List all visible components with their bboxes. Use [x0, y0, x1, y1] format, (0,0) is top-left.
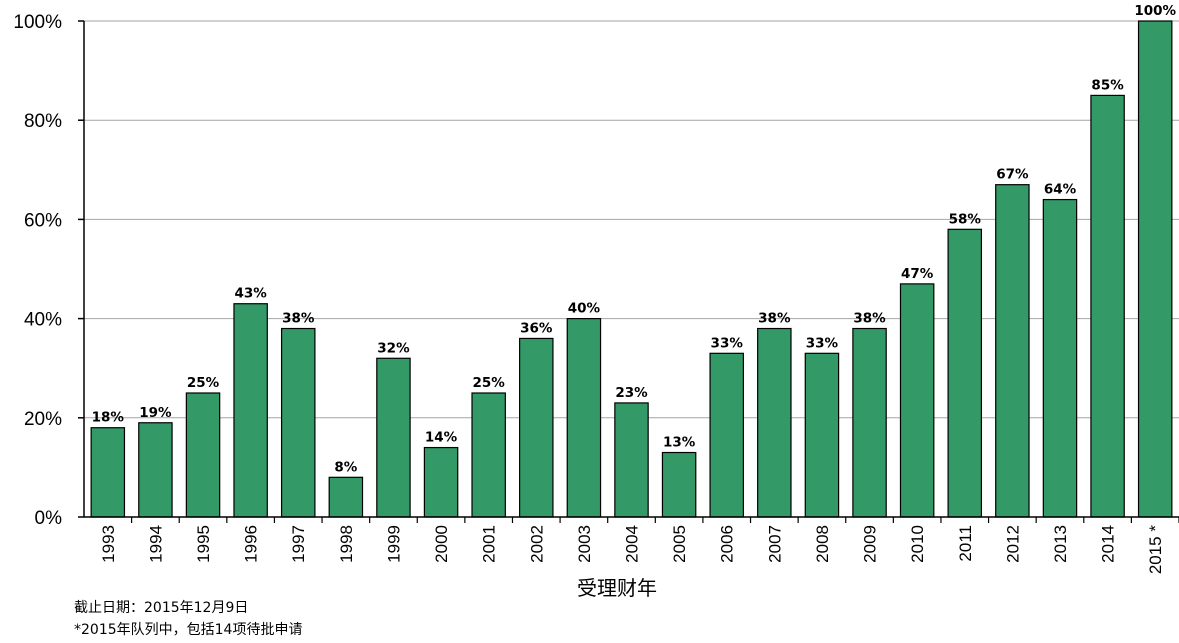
bars — [90, 20, 1173, 518]
x-tick-label: 2005 — [670, 525, 689, 563]
bar — [471, 392, 506, 518]
data-labels: 18% 19% 25% 43% 38% 8% 32% 14% 25% 36% 40% 23% 13% 33… — [92, 3, 1177, 475]
x-tick-label: 1997 — [289, 525, 308, 563]
y-tick-label: 40% — [24, 310, 62, 331]
bar — [566, 318, 602, 518]
y-tick-label: 0% — [35, 508, 63, 529]
bar — [423, 446, 459, 518]
x-tick-label: 2011 — [956, 525, 975, 562]
bar — [1042, 198, 1078, 518]
data-label: 19% — [139, 405, 172, 421]
x-tick-label: 1994 — [146, 525, 165, 563]
bar — [185, 392, 221, 518]
bar — [661, 451, 697, 518]
x-tick-label: 2007 — [765, 525, 784, 563]
y-tick-label: 100% — [13, 12, 62, 33]
bar — [709, 352, 744, 518]
cutoff-date-note: 截止日期：2015年12月9日 — [74, 600, 249, 616]
x-tick-label: 2010 — [908, 525, 927, 563]
x-tick-label: 1993 — [99, 525, 118, 563]
data-label: 23% — [615, 385, 648, 401]
x-tick-label: 2014 — [1099, 525, 1118, 563]
bar — [519, 337, 554, 518]
x-tick-label: 2012 — [1003, 525, 1022, 563]
x-tick-label: 2002 — [527, 525, 546, 563]
x-tick-label: 2009 — [861, 525, 880, 563]
data-label: 13% — [663, 435, 696, 451]
bar — [614, 402, 649, 518]
data-label: 25% — [187, 375, 220, 391]
x-tick-labels: 1993 1994 1995 1996 1997 1998 1999 2000 2001 2002… — [99, 525, 1165, 575]
bar — [899, 283, 935, 518]
x-tick-label: 1999 — [384, 525, 403, 563]
data-label: 47% — [901, 266, 934, 282]
y-tick-label: 20% — [24, 409, 62, 430]
data-label: 33% — [806, 335, 839, 351]
data-label: 85% — [1091, 77, 1124, 93]
axes — [78, 20, 1179, 523]
bar — [233, 303, 268, 518]
x-tick-label: 1995 — [194, 525, 213, 563]
x-tick-label: 2001 — [480, 525, 499, 563]
x-tick-label: 2000 — [432, 525, 451, 563]
data-label: 38% — [282, 311, 315, 327]
data-label: 8% — [334, 459, 357, 475]
bar — [376, 357, 411, 518]
x-axis-label: 受理财年 — [577, 576, 657, 600]
data-label: 64% — [1044, 182, 1077, 198]
data-label: 36% — [520, 320, 553, 336]
data-label: 18% — [92, 410, 125, 426]
data-label: 40% — [568, 301, 601, 317]
bar — [947, 228, 983, 518]
data-label: 14% — [425, 430, 458, 446]
data-label: 58% — [949, 211, 982, 227]
y-tick-label: 80% — [24, 111, 62, 132]
cohort-footnote: *2015年队列中，包括14项待批申请 — [74, 622, 303, 638]
x-tick-label: 2013 — [1051, 525, 1070, 563]
data-label: 33% — [711, 335, 744, 351]
data-label: 38% — [758, 311, 791, 327]
x-tick-label: 1998 — [337, 525, 356, 563]
bar — [852, 327, 887, 518]
bar — [328, 476, 364, 518]
x-tick-label: 2004 — [623, 525, 642, 563]
bar — [1090, 94, 1125, 518]
x-tick-label: 1996 — [242, 525, 261, 563]
bar — [757, 327, 792, 518]
data-label: 32% — [377, 340, 410, 356]
x-tick-label: 2008 — [813, 525, 832, 563]
x-tick-label: 2006 — [718, 525, 737, 563]
bar — [90, 427, 126, 518]
data-label: 67% — [996, 167, 1029, 183]
y-tick-labels: 0% 20% 40% 60% 80% 100% — [13, 12, 62, 529]
bar — [804, 352, 840, 518]
data-label: 38% — [853, 311, 886, 327]
bar — [280, 327, 316, 518]
data-label: 25% — [473, 375, 506, 391]
data-label: 43% — [234, 286, 267, 302]
bar — [138, 422, 173, 518]
data-label: 100% — [1134, 3, 1176, 19]
x-tick-label: 2015 * — [1146, 525, 1165, 575]
y-tick-label: 60% — [24, 210, 62, 231]
bar — [995, 184, 1030, 518]
x-tick-label: 2003 — [575, 525, 594, 563]
bar — [1137, 20, 1173, 518]
